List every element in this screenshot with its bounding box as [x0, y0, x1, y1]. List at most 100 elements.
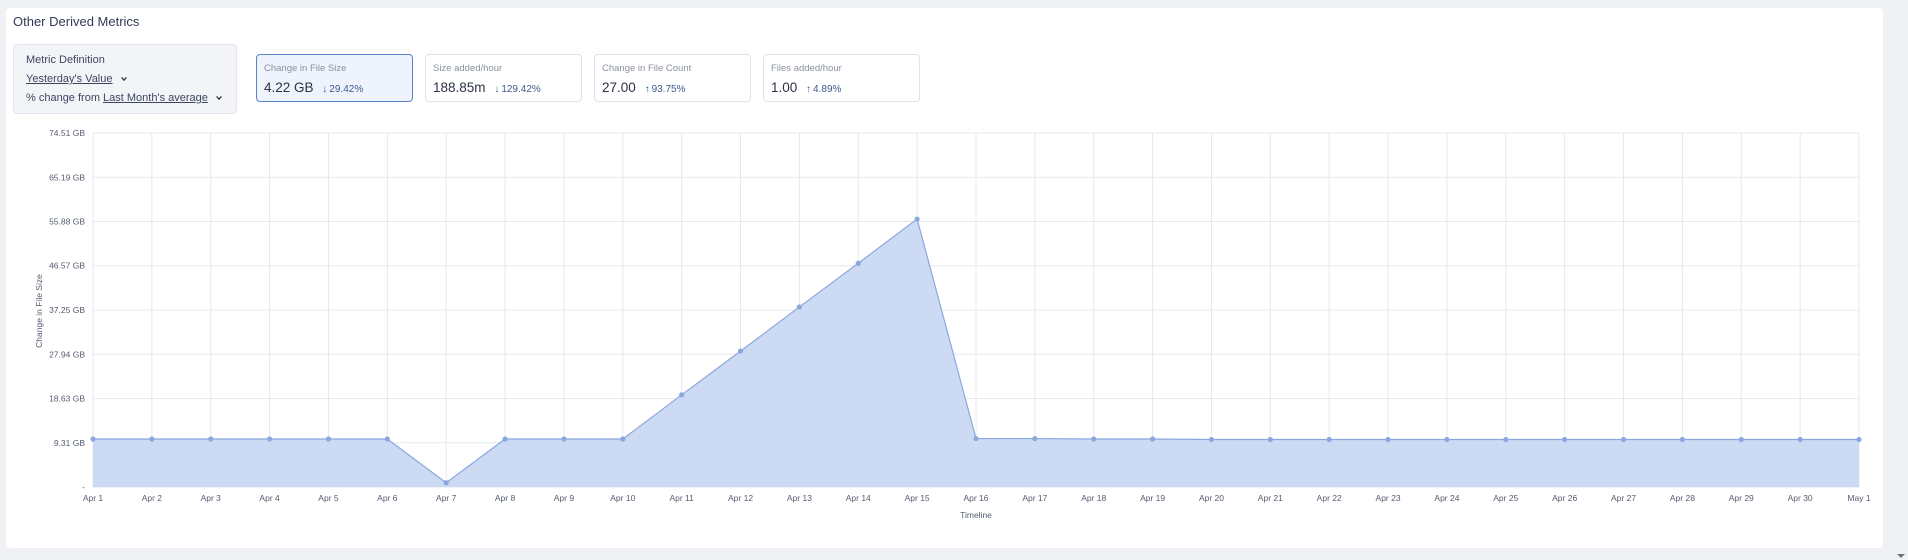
data-point[interactable] [1267, 436, 1273, 443]
data-point[interactable] [796, 304, 803, 310]
x-tick-label: Apr 17 [1022, 493, 1047, 503]
arrow-up-icon: ↑ [806, 84, 812, 95]
data-point[interactable] [502, 436, 508, 442]
x-tick-label: Apr 29 [1729, 493, 1754, 503]
x-tick-label: Apr 13 [787, 493, 812, 503]
data-point[interactable] [1444, 436, 1450, 443]
data-point[interactable] [1797, 436, 1803, 443]
x-tick-label: Apr 21 [1258, 493, 1283, 503]
kpi-delta: ↓ 29.42% [322, 84, 363, 95]
change-option-dropdown[interactable]: Last Month's average [103, 92, 208, 104]
kpi-card-change-in-file-count[interactable]: Change in File Count 27.00 ↑ 93.75% [594, 54, 751, 102]
y-axis-ticks: - 9.31 GB 18.63 GB 27.94 GB 37.25 GB 46.57 GB… [49, 128, 85, 492]
kpi-label: Change in File Size [264, 63, 347, 74]
data-point[interactable] [208, 436, 214, 442]
x-tick-label: Apr 25 [1493, 493, 1518, 503]
kpi-value-row: 27.00 ↑ 93.75% [602, 80, 685, 95]
kpi-card-change-in-file-size[interactable]: Change in File Size 4.22 GB ↓ 29.42% [256, 54, 413, 102]
data-point[interactable] [1620, 436, 1627, 443]
x-tick-label: Apr 27 [1611, 493, 1636, 503]
kpi-delta-value: 29.42% [329, 84, 364, 95]
x-tick-label: Apr 24 [1434, 493, 1459, 503]
kpi-value-row: 4.22 GB ↓ 29.42% [264, 80, 363, 95]
kpi-card-size-added-per-hour[interactable]: Size added/hour 188.85m ↓ 129.42% [425, 54, 582, 102]
data-point[interactable] [1562, 436, 1568, 443]
x-tick-label: Apr 22 [1317, 493, 1342, 503]
metric-definition-title: Metric Definition [26, 54, 105, 66]
data-point[interactable] [914, 216, 920, 222]
x-tick-label: Apr 14 [846, 493, 871, 503]
y-tick-label: 9.31 GB [54, 438, 86, 448]
y-tick-label: 18.63 GB [49, 393, 85, 403]
x-tick-label: Apr 4 [259, 493, 280, 503]
data-point[interactable] [1091, 436, 1097, 442]
data-point[interactable] [561, 436, 567, 442]
x-tick-label: Apr 16 [963, 493, 988, 503]
kpi-delta-value: 93.75% [651, 84, 686, 95]
data-point[interactable] [620, 436, 626, 442]
x-tick-label: Apr 18 [1081, 493, 1106, 503]
kpi-card-files-added-per-hour[interactable]: Files added/hour 1.00 ↑ 4.89% [763, 54, 920, 102]
chart-grid [92, 132, 1860, 488]
chevron-down-icon [120, 77, 127, 82]
data-point[interactable] [325, 436, 332, 442]
x-tick-label: Apr 3 [201, 493, 222, 503]
data-point[interactable] [1856, 436, 1862, 443]
y-tick-label: 65.19 GB [49, 172, 85, 182]
data-point[interactable] [1208, 436, 1215, 443]
y-tick-label: 55.88 GB [49, 217, 85, 227]
kpi-value-row: 1.00 ↑ 4.89% [771, 80, 841, 95]
scroll-down-icon[interactable] [1896, 553, 1906, 559]
arrow-down-icon: ↓ [494, 84, 500, 95]
x-tick-label: Apr 20 [1199, 493, 1224, 503]
panel-title: Other Derived Metrics [13, 14, 140, 29]
arrow-down-icon: ↓ [322, 84, 328, 95]
data-point[interactable] [1679, 436, 1685, 443]
kpi-value: 1.00 [771, 80, 798, 95]
data-point[interactable] [90, 436, 96, 442]
data-point[interactable] [384, 436, 390, 442]
data-point[interactable] [737, 348, 744, 354]
y-tick-label: 74.51 GB [49, 128, 85, 138]
data-point[interactable] [1150, 436, 1156, 442]
data-point[interactable] [443, 480, 449, 486]
data-point[interactable] [1738, 436, 1744, 443]
data-point[interactable] [1032, 435, 1038, 442]
x-tick-label: Apr 15 [905, 493, 930, 503]
x-tick-label: Apr 19 [1140, 493, 1165, 503]
kpi-delta-value: 4.89% [813, 84, 842, 95]
y-axis-title: Change in File Size [34, 274, 44, 348]
kpi-label: Change in File Count [602, 63, 692, 74]
x-tick-label: May 1 [1847, 493, 1870, 503]
x-tick-label: Apr 9 [554, 493, 575, 503]
value-option-label: Yesterday's Value [26, 73, 113, 85]
chevron-down-icon [216, 96, 222, 101]
x-tick-label: Apr 8 [495, 493, 516, 503]
x-tick-label: Apr 12 [728, 493, 753, 503]
data-point[interactable] [1385, 436, 1391, 443]
x-tick-label: Apr 26 [1552, 493, 1577, 503]
chart-points-layer [90, 216, 1862, 486]
x-tick-label: Apr 1 [83, 493, 104, 503]
value-option-dropdown[interactable]: Yesterday's Value [26, 73, 128, 85]
file-size-area-chart: - 9.31 GB 18.63 GB 27.94 GB 37.25 GB 46.57 GB… [34, 128, 1871, 520]
kpi-value: 27.00 [602, 80, 636, 95]
data-point[interactable] [973, 435, 979, 442]
x-axis-ticks: Apr 1 Apr 2 Apr 3 Apr 4 Apr 5 Apr 6 Apr 7 Apr 8… [83, 493, 1871, 503]
data-point[interactable] [1503, 436, 1509, 443]
data-point[interactable] [267, 436, 273, 442]
kpi-label: Files added/hour [771, 63, 842, 74]
data-point[interactable] [149, 436, 155, 442]
data-point[interactable] [1326, 436, 1332, 443]
x-tick-label: Apr 6 [377, 493, 398, 503]
series-area-fill [93, 219, 1859, 488]
kpi-delta: ↑ 4.89% [806, 84, 841, 95]
x-tick-label: Apr 5 [318, 493, 339, 503]
x-tick-label: Apr 7 [436, 493, 457, 503]
x-tick-label: Apr 30 [1788, 493, 1813, 503]
y-tick-label: 27.94 GB [49, 349, 85, 359]
x-tick-label: Apr 23 [1376, 493, 1401, 503]
data-point[interactable] [679, 392, 685, 398]
kpi-delta: ↓ 129.42% [494, 84, 540, 95]
data-point[interactable] [855, 260, 861, 266]
